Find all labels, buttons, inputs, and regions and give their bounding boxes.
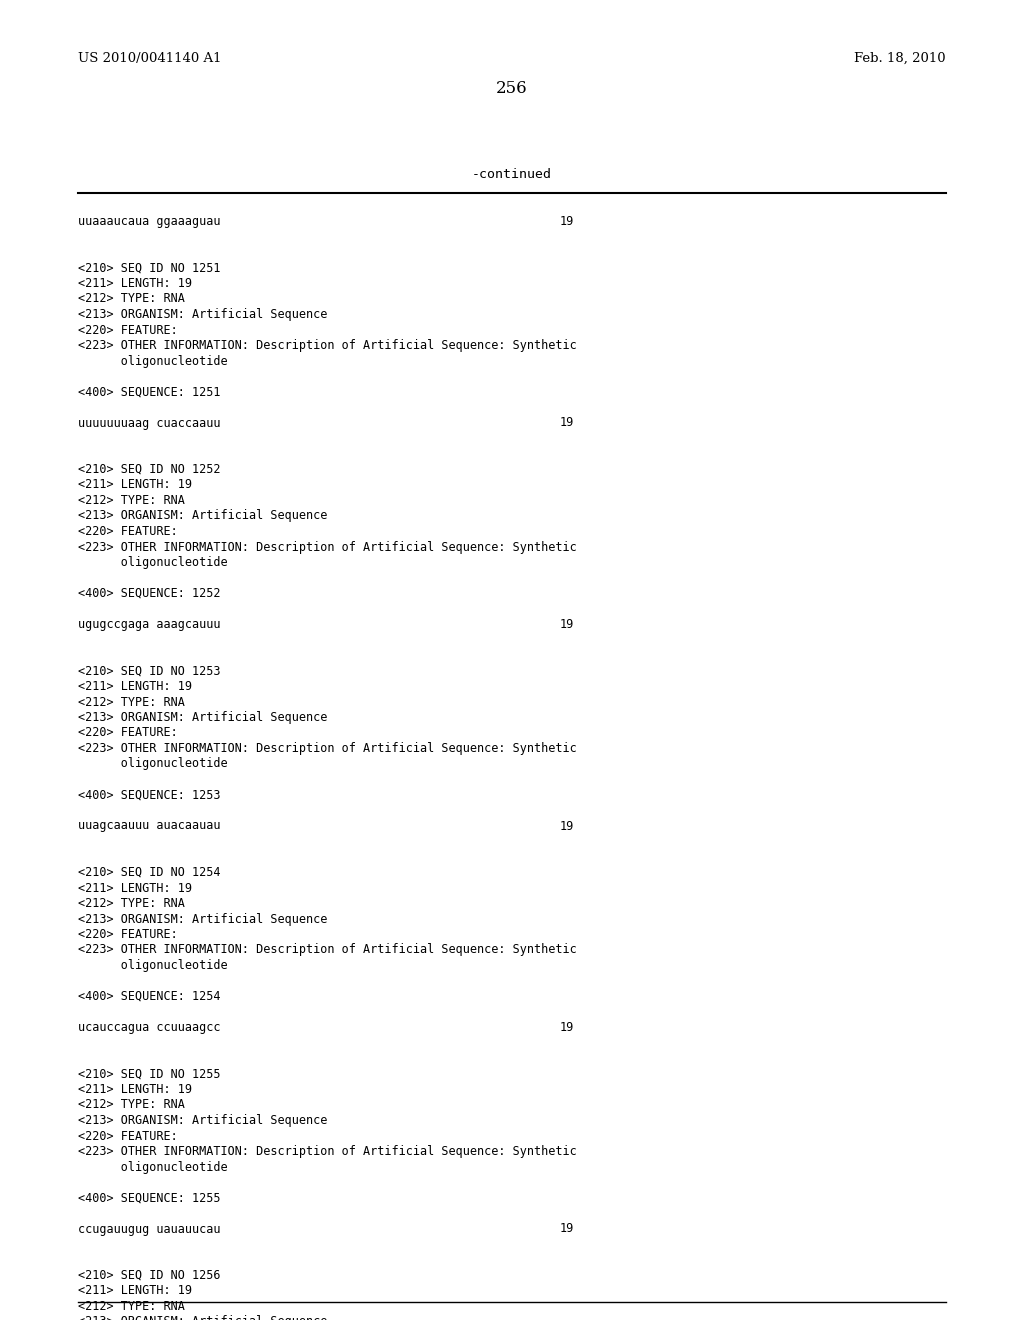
Text: <223> OTHER INFORMATION: Description of Artificial Sequence: Synthetic: <223> OTHER INFORMATION: Description of … <box>78 540 577 553</box>
Text: uuuuuuuaag cuaccaauu: uuuuuuuaag cuaccaauu <box>78 417 220 429</box>
Text: <220> FEATURE:: <220> FEATURE: <box>78 928 178 941</box>
Text: <400> SEQUENCE: 1253: <400> SEQUENCE: 1253 <box>78 788 220 801</box>
Text: <212> TYPE: RNA: <212> TYPE: RNA <box>78 494 185 507</box>
Text: <213> ORGANISM: Artificial Sequence: <213> ORGANISM: Artificial Sequence <box>78 1316 328 1320</box>
Text: ugugccgaga aaagcauuu: ugugccgaga aaagcauuu <box>78 618 220 631</box>
Text: <210> SEQ ID NO 1254: <210> SEQ ID NO 1254 <box>78 866 220 879</box>
Text: <213> ORGANISM: Artificial Sequence: <213> ORGANISM: Artificial Sequence <box>78 711 328 723</box>
Text: <213> ORGANISM: Artificial Sequence: <213> ORGANISM: Artificial Sequence <box>78 308 328 321</box>
Text: oligonucleotide: oligonucleotide <box>78 960 227 972</box>
Text: oligonucleotide: oligonucleotide <box>78 1160 227 1173</box>
Text: <210> SEQ ID NO 1252: <210> SEQ ID NO 1252 <box>78 463 220 477</box>
Text: oligonucleotide: oligonucleotide <box>78 556 227 569</box>
Text: <223> OTHER INFORMATION: Description of Artificial Sequence: Synthetic: <223> OTHER INFORMATION: Description of … <box>78 339 577 352</box>
Text: <210> SEQ ID NO 1253: <210> SEQ ID NO 1253 <box>78 664 220 677</box>
Text: <223> OTHER INFORMATION: Description of Artificial Sequence: Synthetic: <223> OTHER INFORMATION: Description of … <box>78 742 577 755</box>
Text: <211> LENGTH: 19: <211> LENGTH: 19 <box>78 479 193 491</box>
Text: <400> SEQUENCE: 1251: <400> SEQUENCE: 1251 <box>78 385 220 399</box>
Text: -continued: -continued <box>472 168 552 181</box>
Text: 19: 19 <box>560 618 574 631</box>
Text: <211> LENGTH: 19: <211> LENGTH: 19 <box>78 882 193 895</box>
Text: <212> TYPE: RNA: <212> TYPE: RNA <box>78 1300 185 1313</box>
Text: Feb. 18, 2010: Feb. 18, 2010 <box>854 51 946 65</box>
Text: <212> TYPE: RNA: <212> TYPE: RNA <box>78 696 185 709</box>
Text: <212> TYPE: RNA: <212> TYPE: RNA <box>78 293 185 305</box>
Text: <220> FEATURE:: <220> FEATURE: <box>78 1130 178 1143</box>
Text: <213> ORGANISM: Artificial Sequence: <213> ORGANISM: Artificial Sequence <box>78 510 328 523</box>
Text: ccugauugug uauauucau: ccugauugug uauauucau <box>78 1222 220 1236</box>
Text: <220> FEATURE:: <220> FEATURE: <box>78 726 178 739</box>
Text: 256: 256 <box>497 81 527 96</box>
Text: <210> SEQ ID NO 1256: <210> SEQ ID NO 1256 <box>78 1269 220 1282</box>
Text: <210> SEQ ID NO 1251: <210> SEQ ID NO 1251 <box>78 261 220 275</box>
Text: 19: 19 <box>560 1222 574 1236</box>
Text: 19: 19 <box>560 1020 574 1034</box>
Text: oligonucleotide: oligonucleotide <box>78 355 227 367</box>
Text: ucauccagua ccuuaagcc: ucauccagua ccuuaagcc <box>78 1020 220 1034</box>
Text: <220> FEATURE:: <220> FEATURE: <box>78 323 178 337</box>
Text: <220> FEATURE:: <220> FEATURE: <box>78 525 178 539</box>
Text: <400> SEQUENCE: 1252: <400> SEQUENCE: 1252 <box>78 587 220 601</box>
Text: 19: 19 <box>560 820 574 833</box>
Text: oligonucleotide: oligonucleotide <box>78 758 227 771</box>
Text: <213> ORGANISM: Artificial Sequence: <213> ORGANISM: Artificial Sequence <box>78 912 328 925</box>
Text: <211> LENGTH: 19: <211> LENGTH: 19 <box>78 680 193 693</box>
Text: <211> LENGTH: 19: <211> LENGTH: 19 <box>78 277 193 290</box>
Text: 19: 19 <box>560 417 574 429</box>
Text: <211> LENGTH: 19: <211> LENGTH: 19 <box>78 1082 193 1096</box>
Text: US 2010/0041140 A1: US 2010/0041140 A1 <box>78 51 221 65</box>
Text: <400> SEQUENCE: 1255: <400> SEQUENCE: 1255 <box>78 1192 220 1204</box>
Text: <212> TYPE: RNA: <212> TYPE: RNA <box>78 898 185 909</box>
Text: <212> TYPE: RNA: <212> TYPE: RNA <box>78 1098 185 1111</box>
Text: <223> OTHER INFORMATION: Description of Artificial Sequence: Synthetic: <223> OTHER INFORMATION: Description of … <box>78 944 577 957</box>
Text: <400> SEQUENCE: 1254: <400> SEQUENCE: 1254 <box>78 990 220 1003</box>
Text: <211> LENGTH: 19: <211> LENGTH: 19 <box>78 1284 193 1298</box>
Text: <223> OTHER INFORMATION: Description of Artificial Sequence: Synthetic: <223> OTHER INFORMATION: Description of … <box>78 1144 577 1158</box>
Text: uuaaaucaua ggaaaguau: uuaaaucaua ggaaaguau <box>78 215 220 228</box>
Text: <213> ORGANISM: Artificial Sequence: <213> ORGANISM: Artificial Sequence <box>78 1114 328 1127</box>
Text: <210> SEQ ID NO 1255: <210> SEQ ID NO 1255 <box>78 1068 220 1081</box>
Text: 19: 19 <box>560 215 574 228</box>
Text: uuagcaauuu auacaauau: uuagcaauuu auacaauau <box>78 820 220 833</box>
